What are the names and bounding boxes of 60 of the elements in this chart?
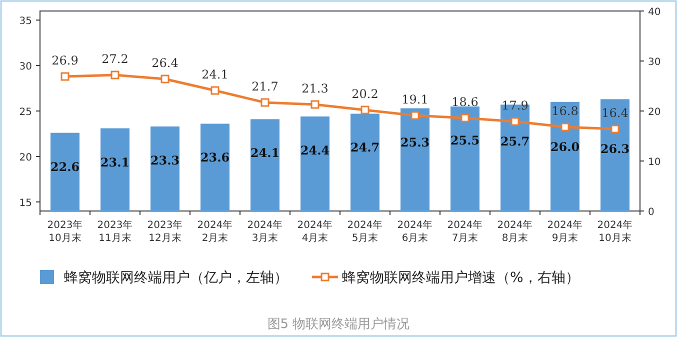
data-label: 26.9 — [52, 54, 78, 68]
data-label: 23.3 — [150, 153, 180, 168]
data-label: 20.2 — [352, 87, 378, 101]
x-tick-label: 2023年 11月末 — [97, 219, 133, 244]
text: 图5 物联网终端用户情况 — [267, 317, 410, 332]
y2-tick-label: 10 — [648, 157, 661, 168]
data-label: 24.1 — [250, 146, 280, 160]
y-tick-label: 15 — [19, 198, 32, 209]
data-label: 25.5 — [450, 133, 480, 148]
data-label: 25.3 — [400, 135, 430, 150]
x-tick-label: 2024年 9月末 — [547, 219, 583, 244]
data-label: 24.7 — [350, 140, 380, 155]
legend-label: 蜂窝物联网终端用户（亿户，左轴） — [64, 270, 288, 286]
data-label: 26.0 — [550, 140, 580, 154]
x-tick-label: 2023年 10月末 — [47, 219, 83, 244]
data-label: 16.4 — [602, 106, 629, 120]
y-tick-label: 20 — [19, 152, 32, 164]
data-label: 22.6 — [50, 160, 80, 174]
point — [260, 98, 270, 107]
point — [610, 124, 620, 134]
y-tick-label: 30 — [19, 62, 32, 73]
point — [360, 106, 370, 114]
point — [310, 100, 320, 109]
point — [510, 117, 520, 126]
data-label: 23.1 — [100, 155, 130, 170]
data-label: 26.3 — [600, 142, 630, 156]
point — [560, 122, 570, 132]
legend-label: 蜂窝物联网终端用户增速（%，右轴） — [342, 270, 580, 286]
x-tick-label: 2024年 10月末 — [597, 219, 633, 244]
data-label: 24.4 — [300, 143, 330, 158]
data-label: 25.7 — [500, 134, 530, 148]
x-tick-label: 2024年 6月末 — [397, 219, 433, 244]
data-label: 27.2 — [102, 52, 128, 66]
data-label: 19.1 — [402, 92, 428, 106]
x-tick-label: 2024年 4月末 — [297, 219, 333, 244]
x-tick-label: 2024年 2月末 — [197, 219, 233, 244]
data-label: 21.7 — [252, 80, 278, 94]
y2-tick-label: 40 — [648, 7, 661, 18]
point — [60, 72, 70, 81]
data-label: 21.3 — [302, 82, 328, 96]
point — [160, 74, 170, 84]
y2-tick-label: 20 — [648, 107, 661, 118]
data-label: 24.1 — [202, 68, 228, 82]
point — [210, 86, 220, 95]
y-tick-label: 35 — [19, 16, 32, 28]
data-label: 18.6 — [452, 95, 478, 109]
x-tick-label: 2024年 7月末 — [447, 219, 483, 244]
data-label: 26.4 — [152, 56, 179, 70]
point — [110, 70, 120, 80]
y2-tick-label: 30 — [648, 57, 661, 68]
y-tick-label: 25 — [19, 107, 32, 118]
x-tick-label: 2024年 5月末 — [347, 219, 383, 244]
y2-tick-label: 0 — [648, 207, 654, 218]
x-tick-label: 2024年 8月末 — [497, 219, 533, 244]
data-label: 23.6 — [200, 150, 230, 165]
x-tick-label: 2024年 3月末 — [247, 219, 283, 244]
x-tick-label: 2023年 12月末 — [147, 219, 183, 244]
data-label: 16.8 — [552, 104, 578, 118]
point — [460, 114, 470, 122]
point — [410, 111, 420, 120]
